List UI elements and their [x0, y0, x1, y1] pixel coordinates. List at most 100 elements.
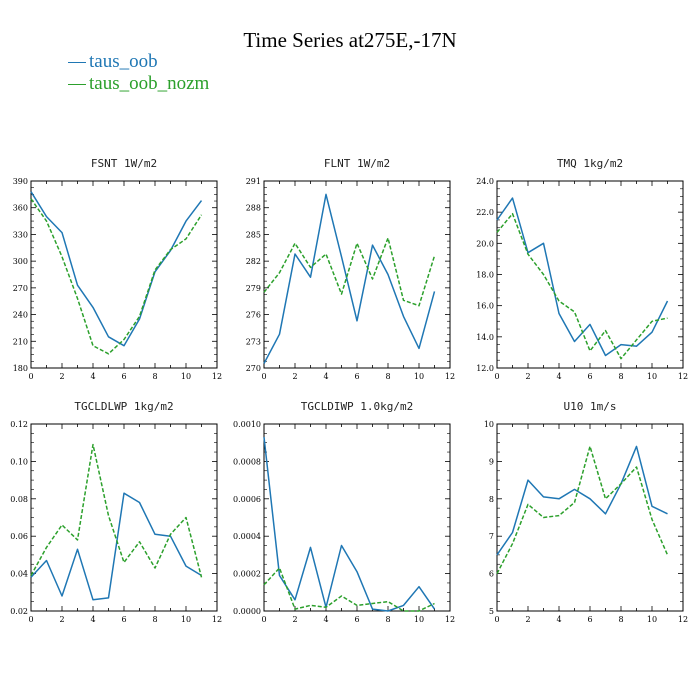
x-tick-label: 6 [121, 372, 126, 381]
y-tick-label: 0.04 [10, 570, 28, 579]
x-tick-label: 0 [494, 372, 499, 381]
y-tick-label: 0.06 [10, 532, 28, 541]
chart-panel: TGCLDIWP 1.0kg/m2 0 2 4 6 8 10 12 0.0000 0.0002 0.… [233, 400, 455, 624]
y-tick-label: 0.02 [10, 607, 28, 616]
plot-frame [263, 423, 451, 612]
x-tick-label: 12 [212, 615, 222, 624]
plot-frame [496, 180, 684, 369]
x-tick-label: 10 [181, 615, 191, 624]
x-tick-label: 2 [292, 372, 297, 381]
chart-panel: FLNT 1W/m2 0 2 4 6 8 10 12 270 273 276 279 282 285 288… [246, 157, 455, 381]
x-tick-label: 8 [385, 615, 390, 624]
x-tick-label: 0 [261, 615, 266, 624]
chart-panel: FSNT 1W/m2 0 2 4 6 8 10 12 180 210 240 270 300 330 360… [13, 157, 222, 381]
y-tick-label: 279 [246, 284, 261, 293]
y-tick-label: 300 [13, 257, 28, 266]
y-tick-label: 360 [13, 204, 28, 213]
y-tick-label: 390 [13, 177, 28, 186]
y-tick-label: 240 [13, 311, 28, 320]
y-tick-label: 8 [489, 495, 494, 504]
y-tick-label: 0.08 [10, 495, 28, 504]
y-tick-label: 282 [246, 257, 261, 266]
x-tick-label: 4 [323, 615, 328, 624]
x-tick-label: 0 [494, 615, 499, 624]
x-tick-label: 6 [354, 372, 359, 381]
y-tick-label: 20.0 [476, 239, 494, 248]
chart-panel: TGCLDLWP 1kg/m2 0 2 4 6 8 10 12 0.02 0.04 0.06 0.08… [10, 400, 222, 624]
y-tick-label: 0.0008 [233, 457, 261, 466]
x-tick-label: 4 [556, 615, 561, 624]
y-tick-label: 22.0 [476, 208, 494, 217]
legend-entry-taus-oob: taus_oob [68, 51, 158, 73]
x-tick-label: 12 [445, 615, 455, 624]
x-tick-label: 0 [261, 372, 266, 381]
panel-title: TGCLDLWP 1kg/m2 [74, 400, 173, 413]
y-tick-label: 0.0006 [233, 495, 261, 504]
y-tick-label: 180 [13, 364, 28, 373]
x-tick-label: 4 [323, 372, 328, 381]
panel-title: FSNT 1W/m2 [91, 157, 157, 170]
y-tick-label: 18.0 [476, 271, 494, 280]
y-tick-label: 10 [484, 420, 494, 429]
x-tick-label: 8 [152, 372, 157, 381]
y-tick-label: 9 [489, 457, 494, 466]
x-tick-label: 2 [525, 372, 530, 381]
x-tick-label: 10 [181, 372, 191, 381]
y-tick-label: 0.0002 [233, 570, 261, 579]
x-tick-label: 12 [445, 372, 455, 381]
x-tick-label: 2 [292, 615, 297, 624]
figure-title: Time Series at275E,-17N [243, 28, 457, 52]
plot-frame [30, 423, 218, 612]
y-tick-label: 7 [489, 532, 494, 541]
y-tick-label: 5 [489, 607, 494, 616]
panel-title: U10 1m/s [564, 400, 617, 413]
series-line-taus-oob-nozm [30, 443, 203, 578]
x-tick-label: 6 [587, 615, 592, 624]
legend-label: taus_oob_nozm [89, 73, 210, 94]
chart-panel: TMQ 1kg/m2 0 2 4 6 8 10 12 12.0 14.0 16.0 18.0 20.0 2… [476, 157, 688, 381]
panel-title: FLNT 1W/m2 [324, 157, 390, 170]
x-tick-label: 2 [59, 372, 64, 381]
x-tick-label: 8 [618, 615, 623, 624]
series-line-taus-oob-nozm [263, 567, 435, 612]
y-tick-label: 16.0 [476, 302, 494, 311]
y-tick-label: 0.0004 [233, 532, 261, 541]
x-tick-label: 8 [385, 372, 390, 381]
y-tick-label: 0.10 [10, 457, 28, 466]
y-tick-label: 12.0 [476, 364, 494, 373]
series-line-taus-oob [30, 191, 203, 347]
x-tick-label: 10 [647, 372, 657, 381]
x-tick-label: 6 [354, 615, 359, 624]
x-tick-label: 4 [556, 372, 561, 381]
y-tick-label: 6 [489, 570, 494, 579]
chart-panel: U10 1m/s 0 2 4 6 8 10 12 5 6 7 8 9 10 [484, 400, 688, 624]
y-tick-label: 0.12 [10, 420, 28, 429]
x-tick-label: 10 [414, 615, 424, 624]
x-tick-label: 12 [212, 372, 222, 381]
series-line-taus-oob [496, 445, 668, 556]
x-tick-label: 2 [59, 615, 64, 624]
x-tick-label: 0 [28, 615, 33, 624]
series-line-taus-oob [263, 193, 436, 364]
legend-label: taus_oob [89, 51, 158, 72]
series-line-taus-oob-nozm [30, 198, 203, 355]
y-tick-label: 210 [13, 337, 28, 346]
series-line-taus-oob [263, 437, 436, 612]
x-tick-label: 8 [152, 615, 157, 624]
y-tick-label: 291 [246, 177, 261, 186]
legend-line-swatch [68, 84, 86, 86]
x-tick-label: 2 [525, 615, 530, 624]
plot-frame [263, 180, 451, 369]
x-tick-label: 8 [618, 372, 623, 381]
y-tick-label: 24.0 [476, 177, 494, 186]
legend-line-swatch [68, 62, 86, 64]
x-tick-label: 6 [121, 615, 126, 624]
y-tick-label: 14.0 [476, 333, 494, 342]
x-tick-label: 10 [414, 372, 424, 381]
y-tick-label: 0.0000 [233, 607, 261, 616]
x-tick-label: 4 [90, 372, 95, 381]
x-tick-label: 12 [678, 372, 688, 381]
y-tick-label: 270 [13, 284, 28, 293]
x-tick-label: 6 [587, 372, 592, 381]
